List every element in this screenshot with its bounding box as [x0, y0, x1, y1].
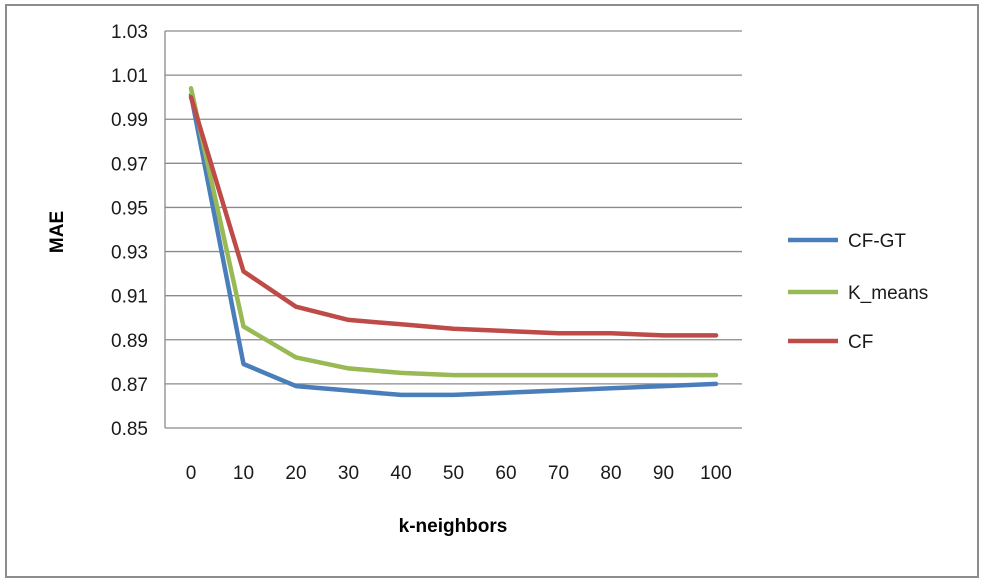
- series-line-k-means: [188, 86, 719, 378]
- y-tick-label: 0.87: [111, 375, 148, 396]
- legend-label: CF: [848, 332, 873, 353]
- x-tick-label: 30: [338, 463, 359, 484]
- axis-lines: [164, 31, 742, 429]
- y-tick-labels: 1.03 1.01 0.99 0.97 0.95 0.93 0.91 0.89 0.87 0.85: [111, 22, 148, 440]
- y-tick-label: 1.03: [111, 22, 148, 43]
- y-tick-label: 0.93: [111, 243, 148, 264]
- x-tick-labels: 0 10 20 30 40 50 60 70 80 90 100: [186, 463, 732, 484]
- x-tick-label: 50: [443, 463, 464, 484]
- x-axis-title: k-neighbors: [399, 516, 508, 537]
- x-tick-label: 10: [233, 463, 254, 484]
- y-tick-label: 0.99: [111, 110, 148, 131]
- y-tick-label: 0.89: [111, 331, 148, 352]
- series-lines: [188, 86, 719, 398]
- x-tick-label: 80: [600, 463, 621, 484]
- y-tick-label: 1.01: [111, 66, 148, 87]
- legend-label: CF-GT: [848, 231, 906, 252]
- y-tick-label: 0.91: [111, 287, 148, 308]
- legend-label: K_means: [848, 283, 928, 304]
- y-axis-title: MAE: [47, 211, 68, 253]
- y-tick-label: 0.85: [111, 419, 148, 440]
- x-tick-label: 60: [495, 463, 516, 484]
- y-tick-label: 0.97: [111, 154, 148, 175]
- y-tick-label: 0.95: [111, 198, 148, 219]
- x-tick-label: 40: [390, 463, 411, 484]
- x-tick-label: 20: [285, 463, 306, 484]
- x-tick-label: 70: [548, 463, 569, 484]
- series-line-cf: [188, 94, 719, 338]
- series-line-cf-gt: [188, 92, 719, 398]
- gridlines: [165, 30, 742, 385]
- legend: CF-GT K_means CF: [788, 231, 928, 353]
- x-tick-label: 90: [653, 463, 674, 484]
- x-tick-label: 100: [700, 463, 732, 484]
- x-tick-label: 0: [186, 463, 197, 484]
